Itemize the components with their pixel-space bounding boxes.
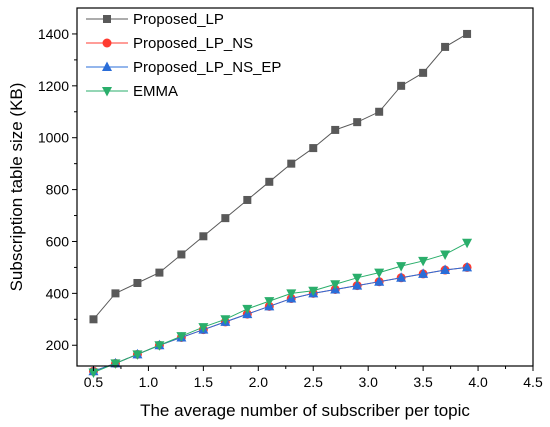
legend-label: Proposed_LP_NS_EP [133,59,281,76]
legend-marker [102,87,112,97]
data-point [352,280,363,290]
x-tick-label: 0.5 [84,374,104,390]
y-tick-label: 200 [46,337,70,353]
data-point [397,81,406,90]
x-tick-label: 3.5 [413,374,433,390]
data-point [440,250,451,260]
data-point [462,238,473,249]
data-point [287,159,296,168]
legend-item-2: Proposed_LP_NS_EP [86,59,281,76]
data-point [221,214,230,223]
data-point [396,262,407,272]
series-0 [89,29,472,324]
legend-label: Proposed_LP [133,11,224,28]
y-tick-label: 1400 [38,26,69,42]
legend-item-3: EMMA [86,83,178,100]
x-tick-label: 1.0 [139,374,159,390]
plot-frame [76,7,534,367]
data-point [286,289,297,299]
legend-marker [102,61,112,71]
legend-item-1: Proposed_LP_NS [86,35,253,52]
x-tick-label: 1.5 [194,374,214,390]
data-point [462,261,473,272]
y-axis-title: Subscription table size (KB) [7,83,26,292]
series-3 [88,238,473,378]
data-point [89,315,98,324]
data-point [155,268,164,277]
legend-label: Proposed_LP_NS [133,35,253,52]
data-point [463,29,472,38]
x-axis-title: The average number of subscriber per top… [140,401,470,420]
data-point [440,264,451,275]
y-tick-label: 600 [46,233,70,249]
data-point [265,177,274,186]
series-line [93,242,468,373]
data-point [243,195,252,204]
data-point [374,276,385,286]
data-point [242,304,253,315]
data-point [176,332,187,342]
y-tick-label: 1000 [38,130,69,146]
data-point [199,232,208,241]
y-tick-label: 1200 [38,78,69,94]
data-point [308,286,319,297]
data-point [111,289,120,298]
data-point [198,323,209,333]
series-layer [88,29,473,378]
data-point [331,125,340,134]
data-point [177,250,186,259]
data-point [418,256,429,267]
data-point [374,268,385,279]
data-point [419,68,428,77]
y-tick-label: 800 [46,182,70,198]
data-point [88,368,99,378]
legend-marker [103,15,111,23]
data-point [441,42,450,51]
data-point [352,273,363,284]
plot-background [77,8,533,366]
data-point [309,144,318,153]
data-point [154,341,165,351]
legend-item-0: Proposed_LP [86,11,224,28]
x-tick-label: 2.5 [304,374,324,390]
x-tick-label: 4.0 [468,374,488,390]
legend: Proposed_LP Proposed_LP_NS Proposed_LP_NS_… [86,11,281,100]
data-point [132,350,143,360]
axes-layer: 0.5 1.0 1.5 2.0 2.5 3.0 3.5 4.0 4.5 200 400 600 800 1… [38,7,543,390]
data-point [110,359,121,369]
data-point [418,268,429,278]
plot-area [77,8,533,366]
x-tick-label: 3.0 [358,374,378,390]
data-point [330,280,341,290]
data-point [375,107,384,116]
data-point [133,278,142,287]
x-tick-label: 2.0 [249,374,269,390]
legend-label: EMMA [133,83,178,100]
y-tick-label: 400 [46,285,70,301]
data-point [264,297,275,307]
data-point [353,118,362,127]
legend-marker [102,38,112,48]
data-point [396,272,407,282]
data-point [220,315,231,325]
x-tick-label: 4.5 [523,374,543,390]
